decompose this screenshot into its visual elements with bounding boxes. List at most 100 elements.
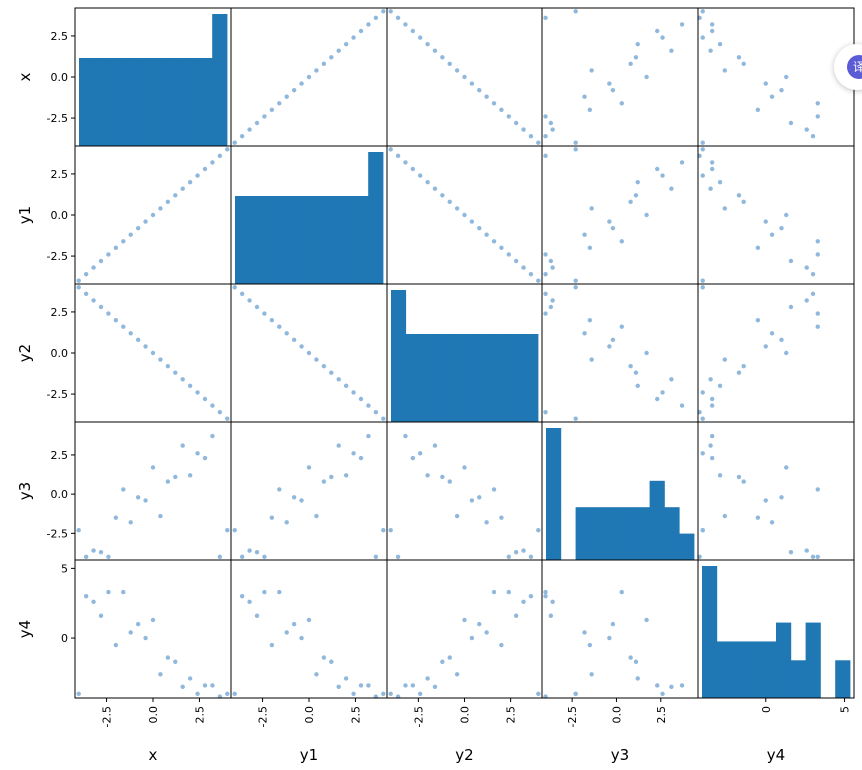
histogram-bar [153, 58, 169, 146]
scatter-point [635, 676, 640, 681]
scatter-point [180, 684, 185, 690]
scatter-point [187, 383, 193, 389]
scatter-point [548, 258, 554, 264]
scatter-point [232, 691, 237, 697]
scatter-point [454, 68, 460, 73]
scatter-point [573, 278, 578, 283]
scatter-point [225, 528, 230, 533]
scatter-point [763, 498, 768, 503]
histogram-bar [649, 480, 665, 560]
scatter-point [741, 363, 746, 369]
scatter-point [700, 278, 705, 283]
scatter-point [202, 166, 208, 172]
scatter-point [403, 160, 408, 165]
scatter-point [232, 140, 237, 145]
scatter-point [306, 617, 312, 623]
scatter-point [306, 74, 312, 80]
scatter-point [366, 22, 371, 27]
scatter-point [329, 55, 334, 60]
scatter-point [381, 528, 386, 533]
histogram-bar [605, 507, 621, 560]
scatter-point [254, 613, 260, 618]
scatter-point [381, 9, 386, 14]
scatter-point [506, 252, 511, 257]
scatter-point [187, 676, 193, 681]
scatter-point [395, 554, 401, 560]
scatter-point [291, 87, 297, 93]
scatter-point [403, 433, 408, 439]
scatter-point [262, 114, 267, 119]
scatter-point [143, 344, 148, 349]
scatter-point [543, 133, 548, 139]
scatter-point [121, 324, 126, 329]
scatter-point [432, 48, 438, 53]
scatter-point [158, 357, 163, 362]
scatter-point [418, 691, 423, 697]
scatter-point [804, 548, 809, 553]
scatter-point [741, 479, 746, 484]
scatter-point [660, 35, 665, 40]
scatter-point [506, 554, 511, 560]
x-axis-label: x [149, 746, 158, 764]
scatter-point [91, 298, 96, 303]
scatter-point [709, 160, 715, 165]
scatter-point [755, 107, 761, 113]
scatter-point [635, 383, 640, 389]
scatter-point [202, 683, 208, 688]
scatter-point [815, 311, 820, 316]
scatter-point [440, 193, 445, 198]
scatter-point [607, 635, 612, 641]
scatter-point [410, 28, 416, 34]
scatter-point [321, 363, 327, 369]
subplot-frame [386, 421, 543, 561]
subplot-frame [697, 145, 855, 285]
y-axis-label: y1 [16, 206, 34, 224]
scatter-point [741, 199, 746, 205]
scatter-point [736, 193, 742, 198]
scatter-point [299, 498, 304, 503]
histogram-bar [167, 58, 183, 146]
scatter-point [587, 245, 593, 251]
scatter-point [425, 179, 430, 185]
scatter-point [180, 186, 185, 191]
subplot-frame [541, 145, 699, 285]
scatter-point [644, 212, 649, 218]
histogram-bar [391, 290, 407, 422]
scatter-point [755, 515, 761, 520]
scatter-point [410, 683, 416, 688]
scatter-point [239, 291, 245, 297]
scatter-point [628, 363, 633, 369]
x-tick-label: 0.0 [303, 706, 316, 724]
scatter-point [660, 691, 665, 697]
scatter-point [587, 642, 593, 648]
histogram-bar [679, 533, 695, 560]
x-axis-label: y4 [767, 746, 785, 764]
scatter-point [736, 370, 742, 375]
scatter-point [135, 621, 141, 627]
scatter-point [582, 232, 587, 237]
scatter-point [528, 271, 534, 277]
scatter-point [536, 691, 541, 697]
scatter-point [410, 455, 416, 461]
scatter-point [548, 120, 554, 126]
scatter-point [76, 528, 81, 533]
scatter-point [121, 487, 126, 492]
scatter-point [513, 613, 519, 618]
scatter-point [150, 465, 156, 470]
scatter-point [536, 528, 541, 533]
subplot-frame [697, 559, 855, 699]
scatter-point [582, 94, 587, 99]
scatter-point [550, 265, 555, 270]
scatter-point [381, 691, 386, 697]
scatter-point [180, 443, 185, 448]
scatter-point [700, 390, 705, 395]
scatter-point [195, 691, 200, 697]
scatter-point [173, 659, 178, 664]
scatter-point [717, 41, 723, 47]
histogram-bar [294, 196, 310, 284]
scatter-point [543, 311, 548, 316]
scatter-point [321, 655, 327, 660]
y-axis-label: x [16, 72, 34, 81]
subplot-frame [74, 421, 232, 561]
